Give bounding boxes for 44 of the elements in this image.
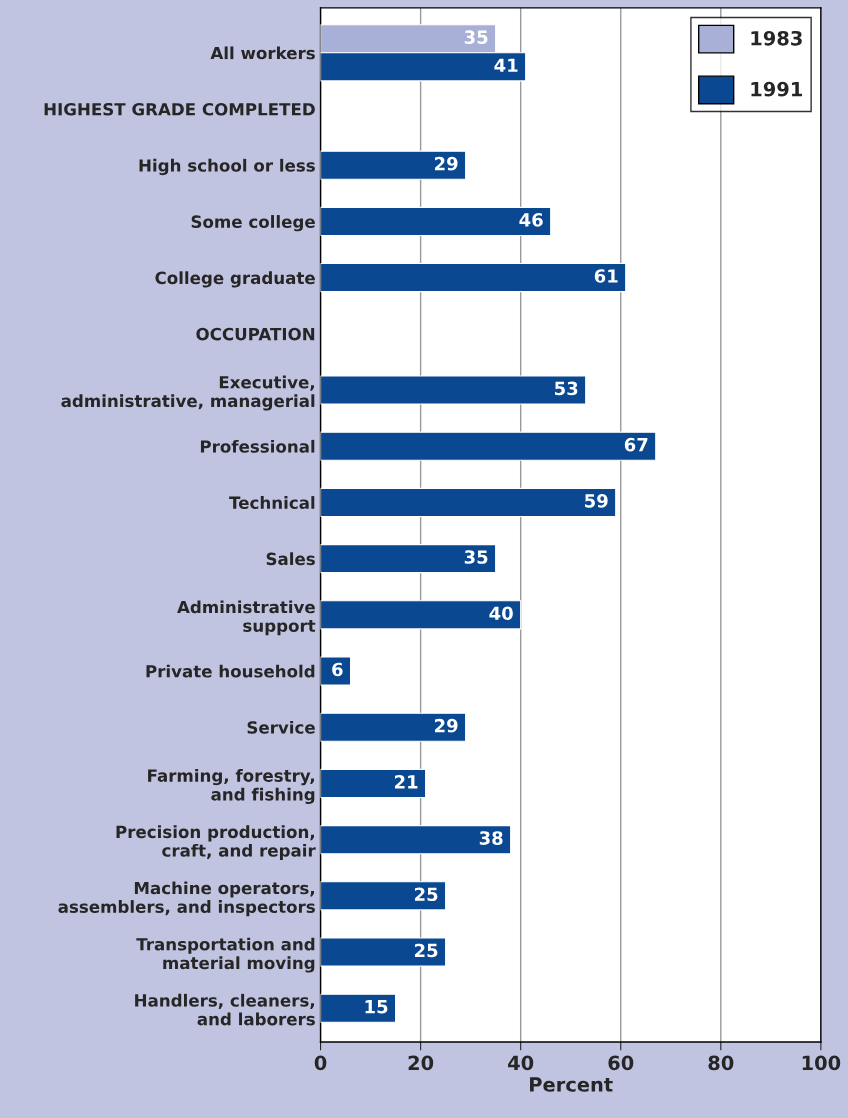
data-label: 38 [479, 831, 503, 845]
y-tick-label: Private household [146, 664, 315, 678]
y-tick-label: OCCUPATION [196, 327, 315, 341]
y-tick-label: Some college [191, 215, 315, 232]
data-label: 46 [519, 213, 543, 227]
y-tick-label: Farming, forestry, and fishing [148, 768, 315, 805]
y-tick-label: Sales [266, 552, 315, 566]
data-label: 35 [464, 30, 488, 44]
y-tick-label: Handlers, cleaners, and laborers [135, 993, 315, 1026]
x-tick-label: 20 [408, 1055, 434, 1071]
y-tick-label: HIGHEST GRADE COMPLETED [44, 102, 315, 116]
data-label: 61 [594, 269, 618, 283]
data-label: 41 [494, 58, 518, 72]
x-tick-label: 100 [802, 1055, 841, 1071]
y-tick-label: High school or less [139, 158, 315, 176]
data-label: 35 [464, 550, 488, 564]
y-tick-label: Machine operators, assemblers, and inspectors [58, 881, 315, 917]
x-tick-label: 60 [608, 1055, 634, 1071]
x-tick-label: 0 [314, 1055, 327, 1071]
y-tick-label: All workers [210, 46, 315, 60]
data-label: 25 [414, 887, 438, 902]
data-label: 6 [332, 662, 343, 677]
data-label: 15 [365, 1000, 388, 1014]
y-tick-label: Professional [200, 439, 315, 453]
legend-label: 1991 [751, 81, 803, 97]
data-label: 67 [624, 437, 648, 452]
y-tick-label: Transportation and material moving [136, 937, 315, 973]
y-tick-label: Precision production, craft, and repair [116, 825, 316, 861]
x-tick-label: 80 [708, 1055, 734, 1071]
x-axis-title: Percent [530, 1077, 613, 1092]
y-tick-label: Executive, administrative, managerial [61, 375, 315, 411]
data-label: 40 [489, 606, 513, 621]
data-label: 25 [414, 943, 438, 958]
data-label: 29 [434, 718, 458, 733]
y-tick-label: Administrative support [177, 600, 316, 636]
data-label: 53 [555, 381, 578, 396]
y-tick-label: College graduate [155, 271, 315, 288]
data-label: 59 [585, 494, 608, 508]
y-tick-label: Service [247, 720, 315, 734]
data-label: 21 [394, 775, 418, 789]
data-label: 29 [434, 156, 458, 171]
x-tick-label: 40 [508, 1055, 534, 1071]
legend-label: 1983 [751, 30, 802, 46]
y-tick-label: Technical [229, 496, 315, 509]
